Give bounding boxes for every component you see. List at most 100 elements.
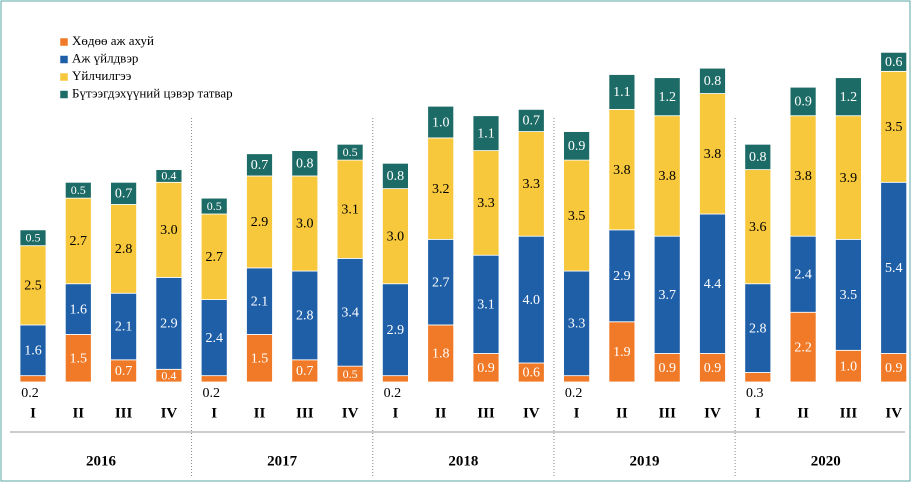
value-label: 0.9 xyxy=(704,361,722,376)
value-label: 1.2 xyxy=(840,90,858,105)
value-label: 0.4 xyxy=(161,368,176,382)
value-label: 0.7 xyxy=(115,364,133,379)
bar-segment xyxy=(653,77,681,117)
bar-segment xyxy=(246,175,273,269)
group-label: 2016 xyxy=(86,453,117,469)
value-label: 2.8 xyxy=(115,242,133,257)
bar-segment xyxy=(699,93,726,215)
group-label: 2018 xyxy=(448,453,478,469)
bar-segment xyxy=(381,375,409,383)
bar-segment xyxy=(19,324,47,377)
bar-segment xyxy=(291,270,319,361)
value-label: 2.1 xyxy=(251,294,269,309)
bar-segment xyxy=(517,108,545,132)
value-label: 0.7 xyxy=(296,364,314,379)
bar-segment xyxy=(789,86,817,117)
bar-segment xyxy=(291,150,319,177)
value-label: 2.5 xyxy=(24,279,42,294)
bar-segment xyxy=(155,169,183,183)
value-label: 1.6 xyxy=(70,302,88,317)
bar-segment xyxy=(835,115,862,240)
value-label: 1.6 xyxy=(24,344,42,359)
value-label: 0.5 xyxy=(343,367,358,381)
bar-segment xyxy=(427,324,455,383)
value-label: 1.0 xyxy=(840,359,858,374)
bar-segment xyxy=(155,276,183,370)
legend-label: Бүтээгдэхүүний цэвэр татвар xyxy=(72,85,233,100)
bar-segment xyxy=(200,375,228,383)
bar-segment xyxy=(19,229,47,247)
value-label: 2.9 xyxy=(251,215,269,230)
value-label: 0.5 xyxy=(71,183,86,197)
value-label: 3.3 xyxy=(523,177,541,192)
x-tick-label: I xyxy=(392,405,398,421)
bar-segment xyxy=(246,153,273,177)
value-label: 0.7 xyxy=(115,187,133,202)
bar-segment xyxy=(291,175,319,272)
bar-segment xyxy=(19,245,47,326)
bar-segment xyxy=(472,115,500,151)
bar-segment xyxy=(427,137,455,240)
value-label: 3.5 xyxy=(840,288,858,303)
value-label: 2.8 xyxy=(296,309,314,324)
value-label: 0.8 xyxy=(296,156,314,171)
value-label: 0.7 xyxy=(251,158,269,173)
value-label: 0.5 xyxy=(26,231,41,245)
value-label: 3.0 xyxy=(296,217,314,232)
value-label: 2.4 xyxy=(205,331,223,346)
value-label: 3.5 xyxy=(885,120,903,135)
bar-segment xyxy=(200,299,228,377)
bar-segment xyxy=(880,70,908,183)
bar-segment xyxy=(336,257,364,367)
legend-swatch xyxy=(59,90,69,99)
bar-segment xyxy=(699,213,726,354)
bar-segment xyxy=(472,254,500,354)
value-label: 3.4 xyxy=(341,305,359,320)
bar-segment xyxy=(835,77,862,117)
value-label: 0.3 xyxy=(746,386,764,401)
bar-segment xyxy=(563,131,590,161)
value-label: 1.1 xyxy=(613,85,631,100)
value-label: 3.7 xyxy=(658,288,676,303)
bar-segment xyxy=(835,349,862,383)
group-label: 2020 xyxy=(811,453,841,469)
value-label: 0.8 xyxy=(387,169,405,184)
x-tick-label: IV xyxy=(161,405,178,421)
bar-segment xyxy=(744,143,772,171)
bar-segment xyxy=(155,181,183,278)
legend-swatch xyxy=(59,72,69,82)
value-label: 0.8 xyxy=(749,150,767,165)
value-label: 1.0 xyxy=(432,115,450,130)
value-label: 3.0 xyxy=(160,223,178,238)
value-label: 3.3 xyxy=(568,317,586,332)
bar-segment xyxy=(789,115,817,237)
value-label: 1.2 xyxy=(658,90,676,105)
value-label: 2.9 xyxy=(160,317,178,332)
value-label: 0.5 xyxy=(207,199,222,213)
x-tick-label: III xyxy=(840,405,858,421)
value-label: 2.9 xyxy=(613,269,631,284)
x-tick-label: III xyxy=(115,405,133,421)
bar-segment xyxy=(381,283,409,377)
value-label: 2.2 xyxy=(794,340,812,355)
value-label: 3.8 xyxy=(794,169,812,184)
bar-segment xyxy=(880,353,908,383)
value-label: 1.8 xyxy=(432,347,450,362)
value-label: 0.8 xyxy=(704,74,722,89)
x-tick-label: II xyxy=(72,405,84,421)
value-label: 0.2 xyxy=(565,386,583,401)
bar-segment xyxy=(653,115,681,237)
value-label: 4.0 xyxy=(523,293,541,308)
bar-segment xyxy=(19,375,47,383)
bar-segment xyxy=(427,238,455,326)
group-label: 2017 xyxy=(267,453,298,469)
value-label: 3.1 xyxy=(341,202,359,217)
bar-segment xyxy=(608,229,636,323)
x-tick-label: IV xyxy=(704,405,721,421)
bar-segment xyxy=(110,292,137,361)
bar-segment xyxy=(699,67,726,94)
value-label: 3.8 xyxy=(704,147,722,162)
value-label: 2.7 xyxy=(70,234,88,249)
x-tick-label: II xyxy=(616,405,628,421)
